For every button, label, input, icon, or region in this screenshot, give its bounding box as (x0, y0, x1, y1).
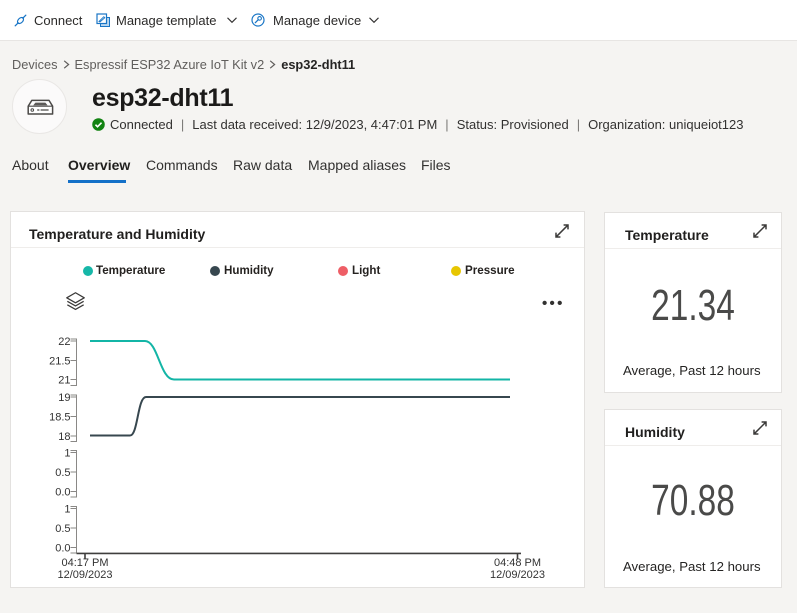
svg-text:21: 21 (58, 375, 70, 387)
svg-text:0.0: 0.0 (55, 487, 70, 499)
svg-text:04:48 PM: 04:48 PM (494, 557, 541, 569)
svg-text:0.0: 0.0 (55, 543, 70, 555)
svg-text:22: 22 (58, 336, 70, 348)
svg-text:18.5: 18.5 (49, 412, 70, 424)
svg-text:0.5: 0.5 (55, 467, 70, 479)
svg-text:1: 1 (64, 504, 70, 516)
svg-text:0.5: 0.5 (55, 523, 70, 535)
svg-text:12/09/2023: 12/09/2023 (57, 569, 112, 581)
svg-text:12/09/2023: 12/09/2023 (490, 569, 545, 581)
svg-text:1: 1 (64, 448, 70, 460)
svg-text:04:17 PM: 04:17 PM (61, 557, 108, 569)
svg-text:19: 19 (58, 392, 70, 404)
svg-text:18: 18 (58, 431, 70, 443)
svg-text:21.5: 21.5 (49, 356, 70, 368)
